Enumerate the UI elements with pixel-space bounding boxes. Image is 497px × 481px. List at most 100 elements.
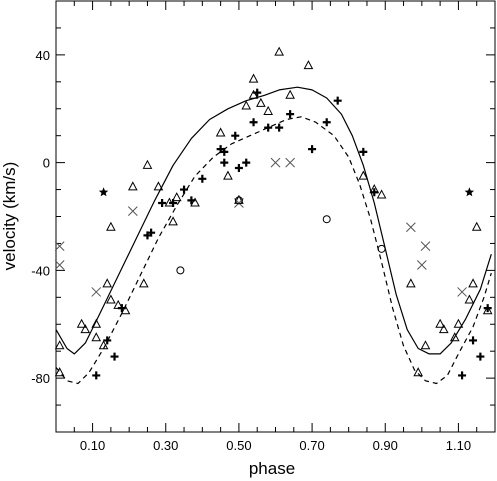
cross-point bbox=[91, 287, 102, 297]
plus-point bbox=[103, 336, 112, 345]
plus-point bbox=[308, 145, 317, 154]
cross-point bbox=[457, 287, 467, 297]
circle-point bbox=[234, 196, 243, 205]
x-tick-label: 1.10 bbox=[446, 438, 471, 453]
x-tick-label: 0.10 bbox=[80, 438, 105, 453]
y-tick-label: 40 bbox=[36, 48, 50, 63]
plus-point bbox=[253, 88, 262, 97]
triangle-point bbox=[142, 159, 153, 169]
triangle-point bbox=[358, 170, 369, 180]
triangle-point bbox=[413, 367, 424, 377]
plus-point bbox=[231, 131, 240, 140]
plus-point bbox=[469, 336, 478, 345]
plus-point bbox=[234, 164, 243, 173]
star-point bbox=[464, 187, 475, 197]
triangle-point bbox=[420, 340, 431, 350]
y-tick-label: 0 bbox=[43, 156, 50, 171]
plus-point bbox=[147, 228, 156, 237]
triangle-point bbox=[303, 60, 314, 70]
triangle-point bbox=[482, 305, 493, 315]
plus-point bbox=[370, 188, 379, 197]
triangle-point bbox=[215, 127, 226, 137]
triangle-point bbox=[438, 324, 449, 334]
dashed-fit-curve bbox=[55, 116, 492, 385]
triangle-point bbox=[468, 278, 478, 288]
x-tick-label: 0.30 bbox=[153, 438, 178, 453]
triangle-point bbox=[168, 216, 178, 226]
circle-point bbox=[176, 266, 185, 275]
triangle-point bbox=[120, 305, 131, 315]
plus-point bbox=[275, 123, 284, 132]
triangle-point bbox=[248, 73, 259, 83]
plus-point bbox=[110, 352, 119, 361]
cross-point bbox=[54, 260, 65, 270]
triangle-point bbox=[256, 97, 266, 107]
triangle-point bbox=[80, 324, 91, 334]
triangle-point bbox=[127, 181, 138, 191]
plus-point bbox=[264, 123, 273, 132]
triangle-point bbox=[54, 367, 65, 377]
triangle-point bbox=[263, 105, 274, 115]
plus-point bbox=[220, 158, 229, 167]
triangle-point bbox=[223, 170, 233, 180]
plus-point bbox=[286, 110, 295, 119]
y-tick-label: -40 bbox=[31, 263, 50, 278]
triangle-point bbox=[471, 221, 482, 231]
plus-point bbox=[359, 147, 368, 156]
triangle-point bbox=[453, 318, 464, 328]
plus-point bbox=[249, 118, 258, 127]
triangle-point bbox=[106, 294, 116, 304]
cross-point bbox=[420, 241, 431, 251]
triangle-point bbox=[285, 89, 295, 99]
cross-point bbox=[285, 157, 295, 168]
plus-point bbox=[117, 304, 126, 313]
triangle-point bbox=[274, 46, 284, 56]
plus-point bbox=[242, 158, 251, 167]
x-axis-label: phase bbox=[249, 459, 295, 478]
plus-point bbox=[169, 199, 178, 208]
plus-point bbox=[198, 174, 207, 183]
x-tick-label: 0.50 bbox=[226, 438, 251, 453]
plus-point bbox=[476, 352, 485, 361]
axis-ticks: 0.10 0.30 0.50 0.70 0.90 1.10 -80 -40 0 40 bbox=[31, 0, 496, 453]
triangle-point bbox=[435, 318, 445, 328]
y-tick-label: -80 bbox=[31, 371, 50, 386]
triangle-point bbox=[138, 278, 149, 288]
plus-point bbox=[187, 196, 196, 205]
cross-point bbox=[416, 260, 427, 270]
cross-point bbox=[406, 222, 416, 233]
triangle-point bbox=[102, 278, 113, 288]
plus-point bbox=[483, 304, 492, 313]
triangle-point bbox=[190, 197, 200, 207]
solid-fit-curve bbox=[55, 86, 492, 355]
triangle-point bbox=[153, 181, 164, 191]
plus-point bbox=[92, 371, 101, 380]
triangle-point bbox=[171, 192, 182, 202]
triangle-point bbox=[54, 340, 65, 350]
x-tick-label: 0.90 bbox=[373, 438, 398, 453]
triangle-point bbox=[98, 340, 109, 350]
triangle-point bbox=[449, 332, 460, 342]
circle-point bbox=[322, 215, 331, 224]
circle-point bbox=[377, 244, 386, 253]
plus-point bbox=[333, 96, 342, 105]
triangle-point bbox=[91, 318, 102, 328]
plus-point bbox=[180, 185, 189, 194]
plus-point bbox=[220, 147, 229, 156]
triangle-point bbox=[376, 189, 387, 199]
cross-point bbox=[127, 206, 138, 216]
triangle-point bbox=[76, 318, 87, 328]
plot-frame bbox=[55, 0, 496, 433]
star-point bbox=[98, 187, 109, 197]
triangle-point bbox=[91, 332, 102, 342]
x-tick-label: 0.70 bbox=[299, 438, 324, 453]
triangle-point bbox=[248, 89, 259, 99]
triangle-point bbox=[241, 100, 252, 110]
triangle-point bbox=[406, 278, 416, 288]
cross-point bbox=[54, 241, 65, 251]
plus-point bbox=[322, 118, 331, 127]
plus-point bbox=[158, 199, 167, 208]
fit-curves bbox=[55, 86, 492, 385]
data-points bbox=[54, 46, 493, 380]
